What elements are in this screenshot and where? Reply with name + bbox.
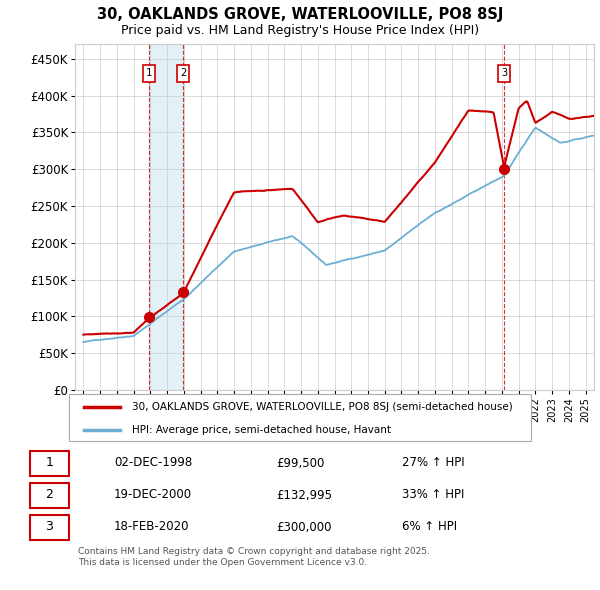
Text: 18-FEB-2020: 18-FEB-2020: [114, 520, 190, 533]
Text: 3: 3: [501, 68, 507, 78]
Text: Contains HM Land Registry data © Crown copyright and database right 2025.
This d: Contains HM Land Registry data © Crown c…: [78, 548, 430, 566]
Bar: [149, 44, 183, 390]
Text: £99,500: £99,500: [276, 457, 325, 470]
Text: 27% ↑ HPI: 27% ↑ HPI: [402, 457, 464, 470]
Text: 1: 1: [146, 68, 152, 78]
Text: 30, OAKLANDS GROVE, WATERLOOVILLE, PO8 8SJ: 30, OAKLANDS GROVE, WATERLOOVILLE, PO8 8…: [97, 6, 503, 22]
FancyBboxPatch shape: [30, 483, 69, 507]
Text: 2: 2: [45, 489, 53, 502]
Text: £132,995: £132,995: [276, 489, 332, 502]
Text: 6% ↑ HPI: 6% ↑ HPI: [402, 520, 457, 533]
Text: £300,000: £300,000: [276, 520, 331, 533]
FancyBboxPatch shape: [69, 394, 531, 441]
Text: 33% ↑ HPI: 33% ↑ HPI: [402, 489, 464, 502]
Text: 1: 1: [45, 457, 53, 470]
FancyBboxPatch shape: [30, 451, 69, 476]
Text: Price paid vs. HM Land Registry's House Price Index (HPI): Price paid vs. HM Land Registry's House …: [121, 24, 479, 37]
Text: 3: 3: [45, 520, 53, 533]
Text: 19-DEC-2000: 19-DEC-2000: [114, 489, 192, 502]
Text: 02-DEC-1998: 02-DEC-1998: [114, 457, 192, 470]
FancyBboxPatch shape: [30, 514, 69, 539]
Text: 30, OAKLANDS GROVE, WATERLOOVILLE, PO8 8SJ (semi-detached house): 30, OAKLANDS GROVE, WATERLOOVILLE, PO8 8…: [132, 402, 513, 411]
Text: HPI: Average price, semi-detached house, Havant: HPI: Average price, semi-detached house,…: [132, 425, 391, 435]
Text: 2: 2: [180, 68, 186, 78]
